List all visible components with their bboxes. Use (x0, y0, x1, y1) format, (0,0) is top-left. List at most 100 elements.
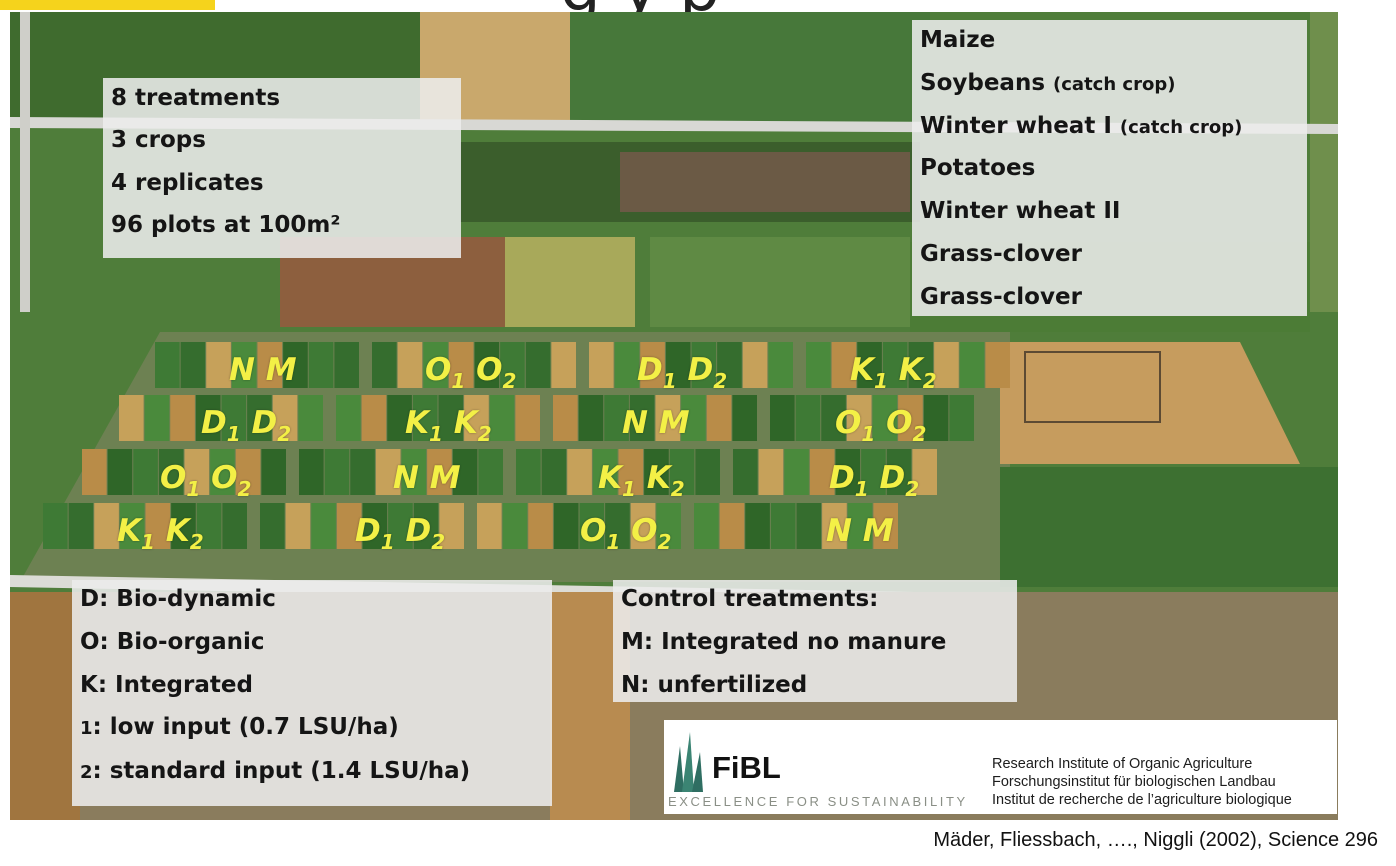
crop-name: Potatoes (920, 155, 1036, 181)
trial-plot-strip (94, 503, 119, 549)
trial-plot-strip (604, 395, 629, 441)
trial-plot-strip (835, 449, 861, 495)
plot-subscript: 2 (477, 422, 492, 446)
trial-plot-strip (423, 342, 448, 388)
plot-letter: K (405, 405, 430, 441)
crop-name: Soybeans (920, 70, 1046, 96)
trial-plot-strip (640, 342, 665, 388)
rotation-item-7: Grass-clover (920, 286, 1082, 309)
legend-bio-dynamic: D: Bio-dynamic (80, 586, 276, 612)
trial-plot-strip (311, 503, 336, 549)
rotation-item-1: Maize (920, 29, 995, 52)
trial-plot-strip (541, 449, 567, 495)
plot-subscript: 2 (905, 477, 920, 501)
crop-note: (catch crop) (1053, 74, 1176, 95)
plot-subscript: 1 (861, 422, 876, 446)
trial-plot-strip (949, 395, 974, 441)
crop-name: Grass-clover (920, 241, 1082, 267)
crop-name: Winter wheat II (920, 198, 1121, 224)
trial-plot-strip (695, 449, 720, 495)
trial-plot-strip (171, 503, 196, 549)
trial-plot-strip (372, 342, 397, 388)
control-n: N: unfertilized (621, 672, 808, 698)
plot-letter: O (211, 460, 238, 496)
plot-subscript: 1 (429, 422, 443, 446)
plot-subscript: 2 (237, 477, 252, 501)
plot-letter: O (476, 352, 503, 388)
trial-plot-strip (551, 342, 576, 388)
plot-label: K1 K2 (405, 405, 492, 446)
trial-plot-strip (873, 503, 898, 549)
trial-plot-strip (553, 503, 579, 549)
plot-label: O1 O2 (835, 405, 926, 446)
crop-note: (catch crop) (1119, 117, 1243, 138)
legend-low-input: 1: low input (0.7 LSU/ha) (80, 716, 399, 739)
plot-label: O1 O2 (580, 513, 671, 554)
trial-plot-strip (260, 503, 285, 549)
institute-line-fr: Institut de recherche de l’agriculture b… (992, 792, 1292, 808)
plot-subscript: 1 (226, 422, 241, 446)
trial-plot-strip (618, 449, 644, 495)
trial-plot-strip (795, 395, 821, 441)
plot-subscript: 2 (713, 369, 728, 393)
plot-letter: D (251, 405, 278, 441)
plot-subscript: 2 (912, 422, 927, 446)
trial-plot-strip (758, 449, 784, 495)
trial-plot-strip (257, 342, 283, 388)
institute-line-en: Research Institute of Organic Agricultur… (992, 756, 1253, 772)
trial-plot-strip (308, 342, 334, 388)
trial-plot-strip (898, 395, 923, 441)
trial-plot-strip (500, 342, 525, 388)
trial-plot-strip (872, 395, 898, 441)
trial-plot-strip (681, 395, 706, 441)
trial-plot-strip (644, 449, 669, 495)
trial-plot-strip (412, 395, 438, 441)
trial-plot-strip (272, 395, 298, 441)
plot-letter: D (637, 352, 663, 388)
trial-plot-strip (196, 503, 222, 549)
trial-plot-strip (768, 342, 793, 388)
trial-plot-strip (107, 449, 133, 495)
plot-label: N M (826, 513, 894, 549)
trial-plot-strip (155, 342, 180, 388)
trial-plot-strip (796, 503, 822, 549)
trial-plot-strip (908, 342, 934, 388)
plot-label: N M (229, 352, 297, 388)
rotation-item-4: Potatoes (920, 157, 1035, 180)
trial-plot-strip (806, 342, 831, 388)
trial-plot-strip (719, 503, 745, 549)
trial-plot-strip (784, 449, 809, 495)
trial-plot-strip (655, 395, 681, 441)
plot-subscript: 1 (854, 477, 869, 501)
trial-plot-strip (732, 395, 757, 441)
trial-plot-strip (180, 342, 206, 388)
trial-plot-strip (770, 503, 796, 549)
plot-letter: O (425, 352, 452, 388)
rotation-item-5: Winter wheat II (920, 200, 1120, 223)
trial-plot-strip (439, 503, 464, 549)
trial-plot-strip (464, 395, 489, 441)
trial-plot-strip (221, 395, 247, 441)
trial-plot-strip (427, 449, 452, 495)
trial-plot-strip (770, 395, 795, 441)
trial-plot-strip (985, 342, 1010, 388)
trial-plot-strip (831, 342, 857, 388)
summary-replicates: 4 replicates (111, 170, 264, 196)
trial-plot-strip (579, 503, 605, 549)
plot-subscript: 1 (606, 530, 621, 554)
plot-label: K1 K2 (117, 513, 204, 554)
trial-plot-strip (614, 342, 640, 388)
plot-letter: D (405, 513, 432, 549)
trial-plot-strip (809, 449, 835, 495)
trial-plot-strip (822, 503, 847, 549)
trial-plot-strip (605, 503, 630, 549)
title-accent-bar (0, 0, 215, 10)
summary-treatments: 8 treatments (111, 85, 281, 111)
trial-plot-strip (261, 449, 286, 495)
trial-plot-strip (361, 395, 387, 441)
trial-plot-strip (630, 503, 656, 549)
trial-plot-strip (882, 342, 908, 388)
plot-subscript: 1 (874, 369, 888, 393)
crop-rotation-panel: Maize Soybeans (catch crop) Winter wheat… (912, 20, 1307, 316)
legend-bio-organic: O: Bio-organic (80, 629, 265, 655)
